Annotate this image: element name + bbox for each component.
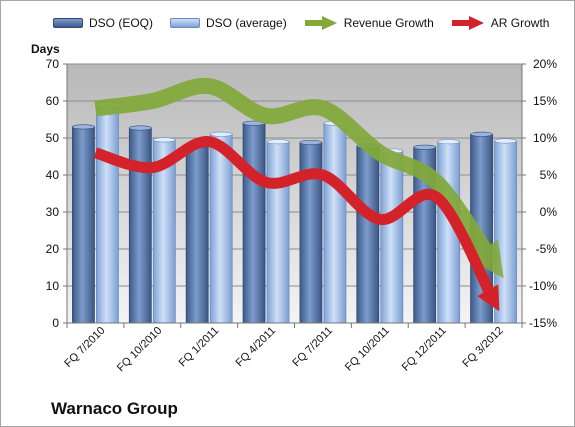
x-tick-label: FQ 4/2011 [234, 325, 279, 370]
bar-dso-eoq [72, 126, 95, 324]
y-tick-label: 30 [46, 205, 60, 219]
x-tick-label: FQ 12/2011 [400, 325, 449, 374]
y-tick-label: 60 [46, 94, 60, 108]
y2-tick-label: 5% [540, 168, 558, 182]
y2-tick-label: 0% [540, 205, 558, 219]
bar-top-cap [209, 131, 233, 137]
bar-top-cap [413, 144, 436, 150]
legend-swatch-dark-bar [53, 18, 83, 28]
red-arrow-icon [451, 16, 484, 30]
bar-dso-average [96, 104, 119, 324]
revenue-growth-line [94, 77, 504, 279]
bar-dso-average [209, 133, 233, 324]
y2-tick-label: 20% [533, 57, 557, 71]
growth-lines [93, 77, 504, 312]
legend-item-dso-eoq: DSO (EOQ) [53, 16, 153, 30]
x-tick-label: FQ 10/2011 [343, 325, 392, 374]
green-arrow-icon [304, 16, 337, 30]
legend: DSO (EOQ) DSO (average) Revenue Growth A… [53, 16, 566, 30]
bar-top-cap [129, 125, 152, 131]
legend-label: AR Growth [490, 16, 550, 30]
y-tick-label: 70 [46, 57, 60, 71]
y2-tick-label: -10% [529, 279, 557, 293]
company-name: Warnaco Group [51, 399, 178, 418]
legend-label: DSO (EOQ) [89, 16, 154, 30]
legend-label: DSO (average) [206, 16, 287, 30]
y2-tick-label: -15% [529, 316, 557, 330]
bar-dso-average [323, 122, 347, 324]
bar-top-cap [266, 139, 290, 145]
bar-dso-eoq [356, 145, 380, 324]
bar-dso-eoq [185, 144, 209, 324]
bar-dso-eoq [128, 127, 152, 324]
y-tick-label: 50 [46, 131, 60, 145]
ar-growth-line [93, 136, 500, 312]
legend-label: Revenue Growth [343, 16, 434, 30]
bar-dso-average [494, 140, 517, 324]
bar-top-cap [494, 138, 517, 144]
y2-tick-label: 15% [533, 94, 557, 108]
bar-top-cap [72, 124, 95, 130]
y-tick-label: 0 [52, 316, 59, 330]
y-axis-label: Days [31, 42, 60, 56]
bar-top-cap [299, 139, 323, 145]
bar-dso-eoq [242, 122, 266, 324]
x-tick-label: FQ 10/2010 [115, 325, 165, 375]
x-tick-label: FQ 7/2011 [290, 325, 335, 370]
y2-tick-label: 10% [533, 131, 557, 145]
y2-tick-label: -5% [536, 242, 558, 256]
legend-item-revenue-growth: Revenue Growth [304, 16, 434, 30]
y-tick-label: 20 [46, 242, 60, 256]
legend-swatch-light-bar [170, 18, 201, 28]
x-tick-label: FQ 3/2012 [460, 325, 505, 370]
bar-dso-average [266, 141, 290, 324]
legend-item-dso-average: DSO (average) [170, 16, 287, 30]
y-tick-label: 40 [46, 168, 60, 182]
x-tick-label: FQ 7/2010 [62, 325, 107, 370]
bar-top-cap [470, 131, 493, 137]
x-tick-label: FQ 1/2011 [177, 325, 222, 370]
y-tick-label: 10 [46, 279, 60, 293]
bar-top-cap [153, 137, 176, 143]
bar-top-cap [437, 139, 460, 145]
legend-item-ar-growth: AR Growth [451, 16, 550, 30]
bar-dso-average [380, 150, 404, 324]
